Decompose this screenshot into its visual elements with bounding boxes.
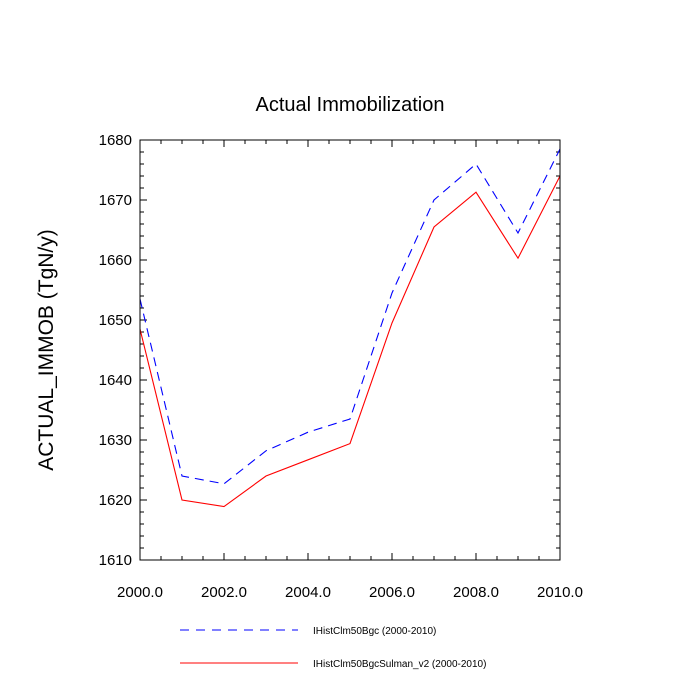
y-tick-label: 1670 bbox=[99, 192, 132, 209]
tick-labels: 1610 1620 1630 1640 1650 1660 1670 1680 2000.0 20… bbox=[99, 132, 583, 601]
y-axis-label: ACTUAL_IMMOB (TgN/y) bbox=[35, 229, 58, 471]
x-tick-label: 2002.0 bbox=[201, 584, 247, 601]
legend-label-2: IHistClm50BgcSulman_v2 (2000-2010) bbox=[313, 659, 486, 670]
axis-ticks bbox=[139, 139, 561, 561]
series-lines bbox=[139, 148, 561, 508]
y-tick-label: 1660 bbox=[99, 252, 132, 269]
y-tick-label: 1680 bbox=[99, 132, 132, 149]
y-tick-label: 1630 bbox=[99, 432, 132, 449]
series-line-2 bbox=[139, 175, 561, 508]
x-tick-label: 2000.0 bbox=[117, 584, 163, 601]
chart-title: Actual Immobilization bbox=[256, 94, 445, 116]
legend: IHistClm50Bgc (2000-2010) IHistClm50BgcSu… bbox=[180, 626, 486, 670]
x-tick-label: 2008.0 bbox=[453, 584, 499, 601]
y-tick-label: 1610 bbox=[99, 552, 132, 569]
x-tick-label: 2010.0 bbox=[537, 584, 583, 601]
series-line-1 bbox=[139, 148, 561, 485]
plot-frame bbox=[139, 139, 561, 561]
y-tick-label: 1650 bbox=[99, 312, 132, 329]
y-tick-label: 1620 bbox=[99, 492, 132, 509]
legend-label-1: IHistClm50Bgc (2000-2010) bbox=[313, 626, 436, 637]
x-tick-label: 2006.0 bbox=[369, 584, 415, 601]
y-tick-label: 1640 bbox=[99, 372, 132, 389]
x-tick-label: 2004.0 bbox=[285, 584, 331, 601]
